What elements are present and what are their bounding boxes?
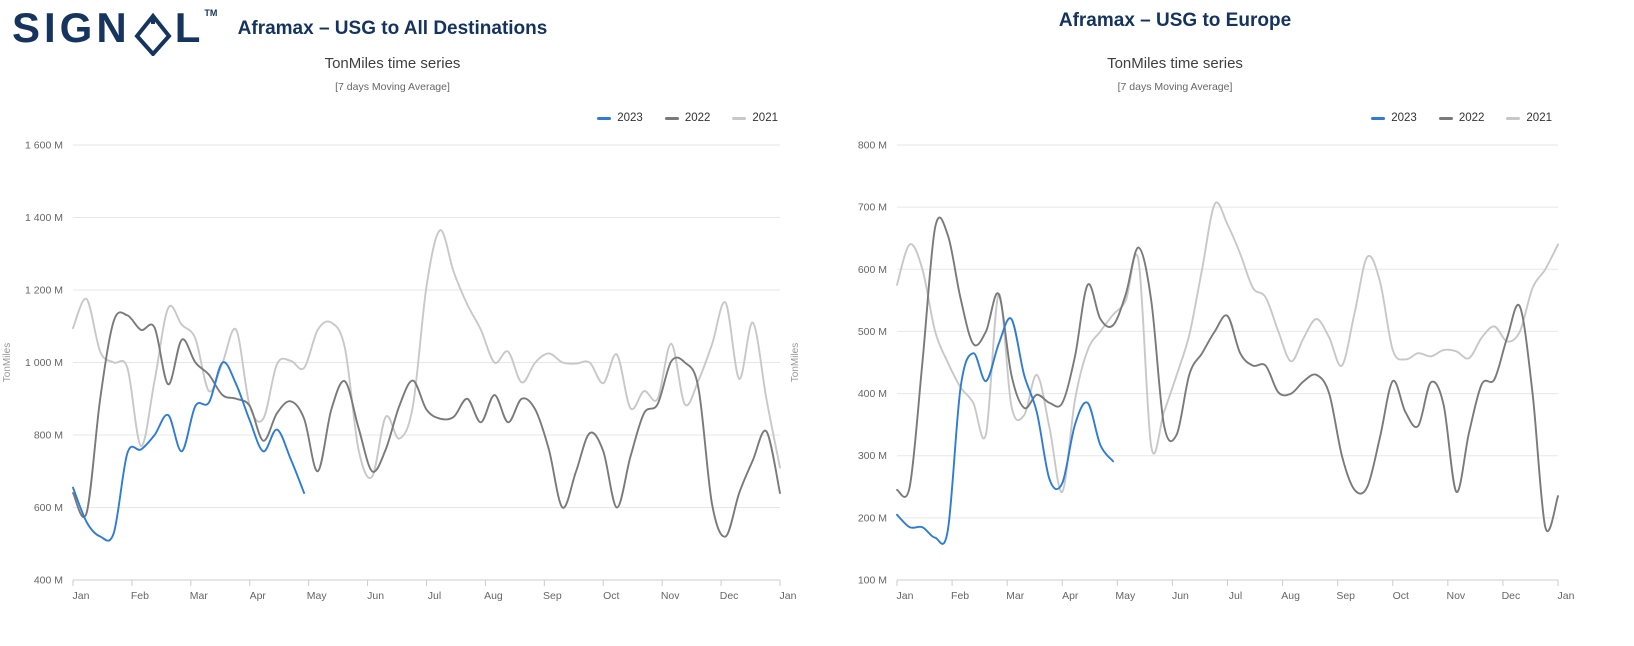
- y-axis-title: TonMiles: [790, 343, 801, 382]
- x-axis-tick-label: Dec: [720, 590, 739, 602]
- legend-label: 2023: [1391, 112, 1417, 124]
- x-axis-tick-label: Oct: [603, 590, 619, 602]
- x-axis-tick-label: Jul: [1229, 590, 1242, 602]
- x-axis-tick-label: Apr: [250, 590, 267, 602]
- series-line-2023[interactable]: [72, 361, 306, 542]
- y-axis-tick-label: 700 M: [858, 202, 887, 214]
- legend-swatch-2023: [597, 116, 612, 120]
- tonmiles-chart-usg-all-destinations[interactable]: 400 M 600 M 800 M 1 000 M 1 200 M 1 400 M 1 60…: [0, 130, 810, 635]
- chart-subtitle: TonMiles time series: [324, 55, 461, 72]
- x-axis-tick-label: Feb: [131, 590, 149, 602]
- y-axis-tick-label: 800 M: [858, 140, 887, 152]
- legend-label: 2023: [617, 112, 643, 124]
- logo-text-prefix: SIGN: [12, 4, 131, 51]
- chart-panel-usg-all-destinations: Aframax – USG to All Destinations TonMil…: [0, 0, 810, 646]
- y-axis-tick-label: 100 M: [858, 575, 887, 587]
- legend-label: 2021: [752, 112, 778, 124]
- legend-item-2022[interactable]: 2022: [664, 112, 711, 124]
- x-axis-tick-label: Mar: [190, 590, 209, 602]
- x-axis-tick-label: Nov: [1446, 590, 1465, 602]
- x-axis-tick-label: Dec: [1502, 590, 1521, 602]
- series-line-2023[interactable]: [896, 317, 1115, 545]
- chart-note: [7 days Moving Average]: [335, 81, 450, 93]
- x-axis-tick-label: Jun: [367, 590, 384, 602]
- y-axis-tick-label: 600 M: [34, 502, 63, 514]
- legend-swatch-2022: [664, 116, 679, 120]
- logo-text-suffix: L: [174, 4, 205, 51]
- legend-item-2021[interactable]: 2021: [732, 112, 778, 124]
- series-line-2022[interactable]: [72, 311, 781, 538]
- x-axis-tick-label: Jun: [1172, 590, 1189, 602]
- chart-legend: 2023 2022 2021: [597, 112, 778, 124]
- legend-swatch-2022: [1438, 116, 1453, 120]
- x-axis-tick-label: Nov: [661, 590, 680, 602]
- diamond-a-icon: [134, 12, 172, 56]
- chart-subtitle: TonMiles time series: [1107, 55, 1243, 72]
- legend-swatch-2023: [1371, 116, 1386, 120]
- legend-label: 2021: [1526, 112, 1552, 124]
- x-axis-tick-label: Jan: [1558, 590, 1575, 602]
- chart-panel-usg-europe: Aframax – USG to Europe TonMiles time se…: [790, 0, 1634, 646]
- trademark-symbol: TM: [204, 8, 218, 18]
- y-axis-tick-label: 1 200 M: [25, 285, 63, 297]
- y-axis-tick-label: 500 M: [858, 326, 887, 338]
- legend-item-2023[interactable]: 2023: [597, 112, 643, 124]
- chart-legend: 2023 2022 2021: [1371, 112, 1552, 124]
- legend-label: 2022: [1458, 112, 1485, 124]
- legend-swatch-2021: [1506, 116, 1521, 120]
- y-axis-tick-label: 1 000 M: [25, 357, 63, 369]
- y-axis-tick-label: 400 M: [34, 575, 63, 587]
- legend-swatch-2021: [732, 116, 747, 120]
- y-axis-tick-label: 200 M: [858, 512, 887, 524]
- x-axis-tick-label: Sep: [543, 590, 562, 602]
- legend-label: 2022: [684, 112, 711, 124]
- y-axis-tick-label: 1 600 M: [25, 140, 63, 152]
- x-axis-tick-label: Feb: [951, 590, 969, 602]
- series-line-2022[interactable]: [896, 216, 1559, 532]
- x-axis-tick-label: Jan: [780, 590, 797, 602]
- series-line-2021[interactable]: [896, 201, 1559, 493]
- chart-note: [7 days Moving Average]: [1117, 81, 1233, 93]
- tonmiles-chart-usg-europe[interactable]: 100 M 200 M 300 M 400 M 500 M 600 M 700 M 800 M…: [790, 130, 1634, 635]
- x-axis-tick-label: Apr: [1062, 590, 1079, 602]
- x-axis-tick-label: May: [307, 590, 328, 602]
- y-axis-tick-label: 600 M: [858, 264, 887, 276]
- x-axis-tick-label: Jul: [428, 590, 441, 602]
- chart-title: Aframax – USG to All Destinations: [237, 18, 548, 39]
- x-axis-tick-label: Sep: [1336, 590, 1355, 602]
- series-line-2021[interactable]: [72, 229, 781, 479]
- legend-item-2021[interactable]: 2021: [1506, 112, 1552, 124]
- x-axis-tick-label: Aug: [484, 590, 503, 602]
- y-axis-tick-label: 400 M: [858, 388, 887, 400]
- x-axis-tick-label: Oct: [1393, 590, 1409, 602]
- y-axis-tick-label: 1 400 M: [25, 212, 63, 224]
- y-axis-tick-label: 800 M: [34, 430, 63, 442]
- x-axis-tick-label: Aug: [1281, 590, 1300, 602]
- x-axis-tick-label: Mar: [1006, 590, 1025, 602]
- y-axis-tick-label: 300 M: [858, 450, 887, 462]
- legend-item-2022[interactable]: 2022: [1438, 112, 1485, 124]
- y-axis-title: TonMiles: [2, 343, 13, 382]
- legend-item-2023[interactable]: 2023: [1371, 112, 1417, 124]
- x-axis-tick-label: Jan: [897, 590, 914, 602]
- signal-logo: SIGN L TM: [12, 6, 217, 56]
- x-axis-tick-label: May: [1115, 590, 1136, 602]
- x-axis-tick-label: Jan: [73, 590, 90, 602]
- chart-title: Aframax – USG to Europe: [1058, 10, 1292, 31]
